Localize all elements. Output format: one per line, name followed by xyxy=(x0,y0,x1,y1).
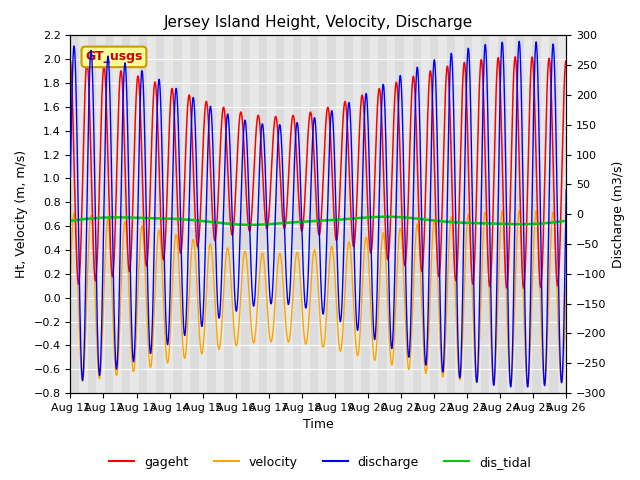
Bar xyxy=(104,36,113,393)
Bar xyxy=(413,36,421,393)
Bar xyxy=(190,36,198,393)
Bar xyxy=(378,36,387,393)
Bar xyxy=(532,36,541,393)
Bar xyxy=(259,36,267,393)
Bar xyxy=(241,36,250,393)
Bar xyxy=(429,36,438,393)
Bar xyxy=(447,36,455,393)
Bar xyxy=(481,36,490,393)
Bar xyxy=(70,36,79,393)
Bar xyxy=(310,36,319,393)
Title: Jersey Island Height, Velocity, Discharge: Jersey Island Height, Velocity, Discharg… xyxy=(164,15,473,30)
Legend: gageht, velocity, discharge, dis_tidal: gageht, velocity, discharge, dis_tidal xyxy=(104,451,536,474)
X-axis label: Time: Time xyxy=(303,419,333,432)
Bar xyxy=(396,36,404,393)
Bar xyxy=(207,36,216,393)
Bar xyxy=(344,36,353,393)
Bar xyxy=(122,36,131,393)
Bar xyxy=(464,36,472,393)
Bar xyxy=(88,36,96,393)
Bar xyxy=(498,36,507,393)
Bar xyxy=(292,36,301,393)
Bar xyxy=(549,36,558,393)
Bar xyxy=(515,36,524,393)
Y-axis label: Ht, Velocity (m, m/s): Ht, Velocity (m, m/s) xyxy=(15,150,28,278)
Bar xyxy=(156,36,164,393)
Bar xyxy=(327,36,335,393)
Bar xyxy=(139,36,147,393)
Bar xyxy=(173,36,182,393)
Bar xyxy=(276,36,284,393)
Y-axis label: Discharge (m3/s): Discharge (m3/s) xyxy=(612,160,625,268)
Bar xyxy=(361,36,370,393)
Text: GT_usgs: GT_usgs xyxy=(85,50,143,63)
Bar xyxy=(225,36,233,393)
